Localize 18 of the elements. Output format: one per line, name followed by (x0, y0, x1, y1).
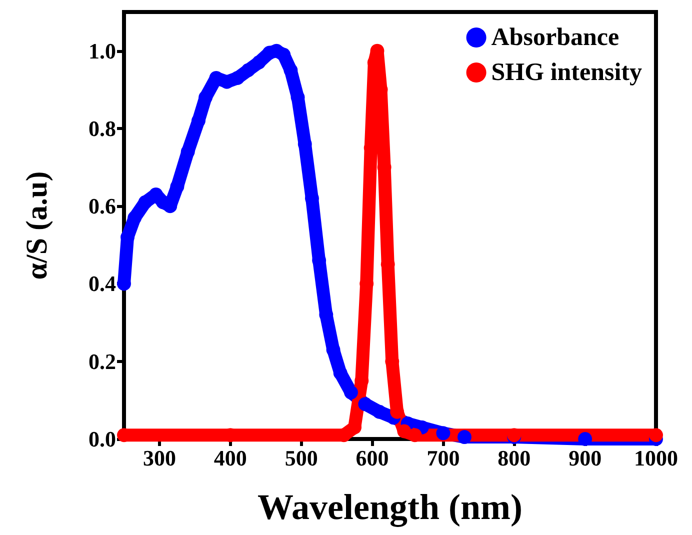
x-tick-label: 700 (426, 446, 460, 470)
y-tick-label: 0.6 (88, 194, 116, 219)
legend-label: Absorbance (491, 24, 620, 51)
y-axis-title: α/S (a.u) (20, 171, 54, 280)
y-tick-label: 1.0 (88, 38, 116, 64)
legend-label: SHG intensity (491, 59, 642, 86)
y-tick-label: 0.8 (88, 116, 116, 141)
x-tick-label: 800 (498, 446, 531, 470)
x-tick-label: 900 (568, 446, 602, 470)
x-axis-title: Wavelength (nm) (258, 487, 522, 527)
x-tick-label: 600 (356, 446, 389, 470)
x-tick-label: 400 (214, 446, 247, 470)
x-tick-label: 300 (142, 446, 176, 470)
y-tick-label: 0.2 (88, 348, 116, 374)
y-tick-label: 0.4 (88, 271, 116, 296)
y-tick-label: 0.0 (88, 426, 116, 452)
x-tick-label: 500 (284, 446, 318, 470)
x-tick-label: 1000 (634, 446, 678, 470)
